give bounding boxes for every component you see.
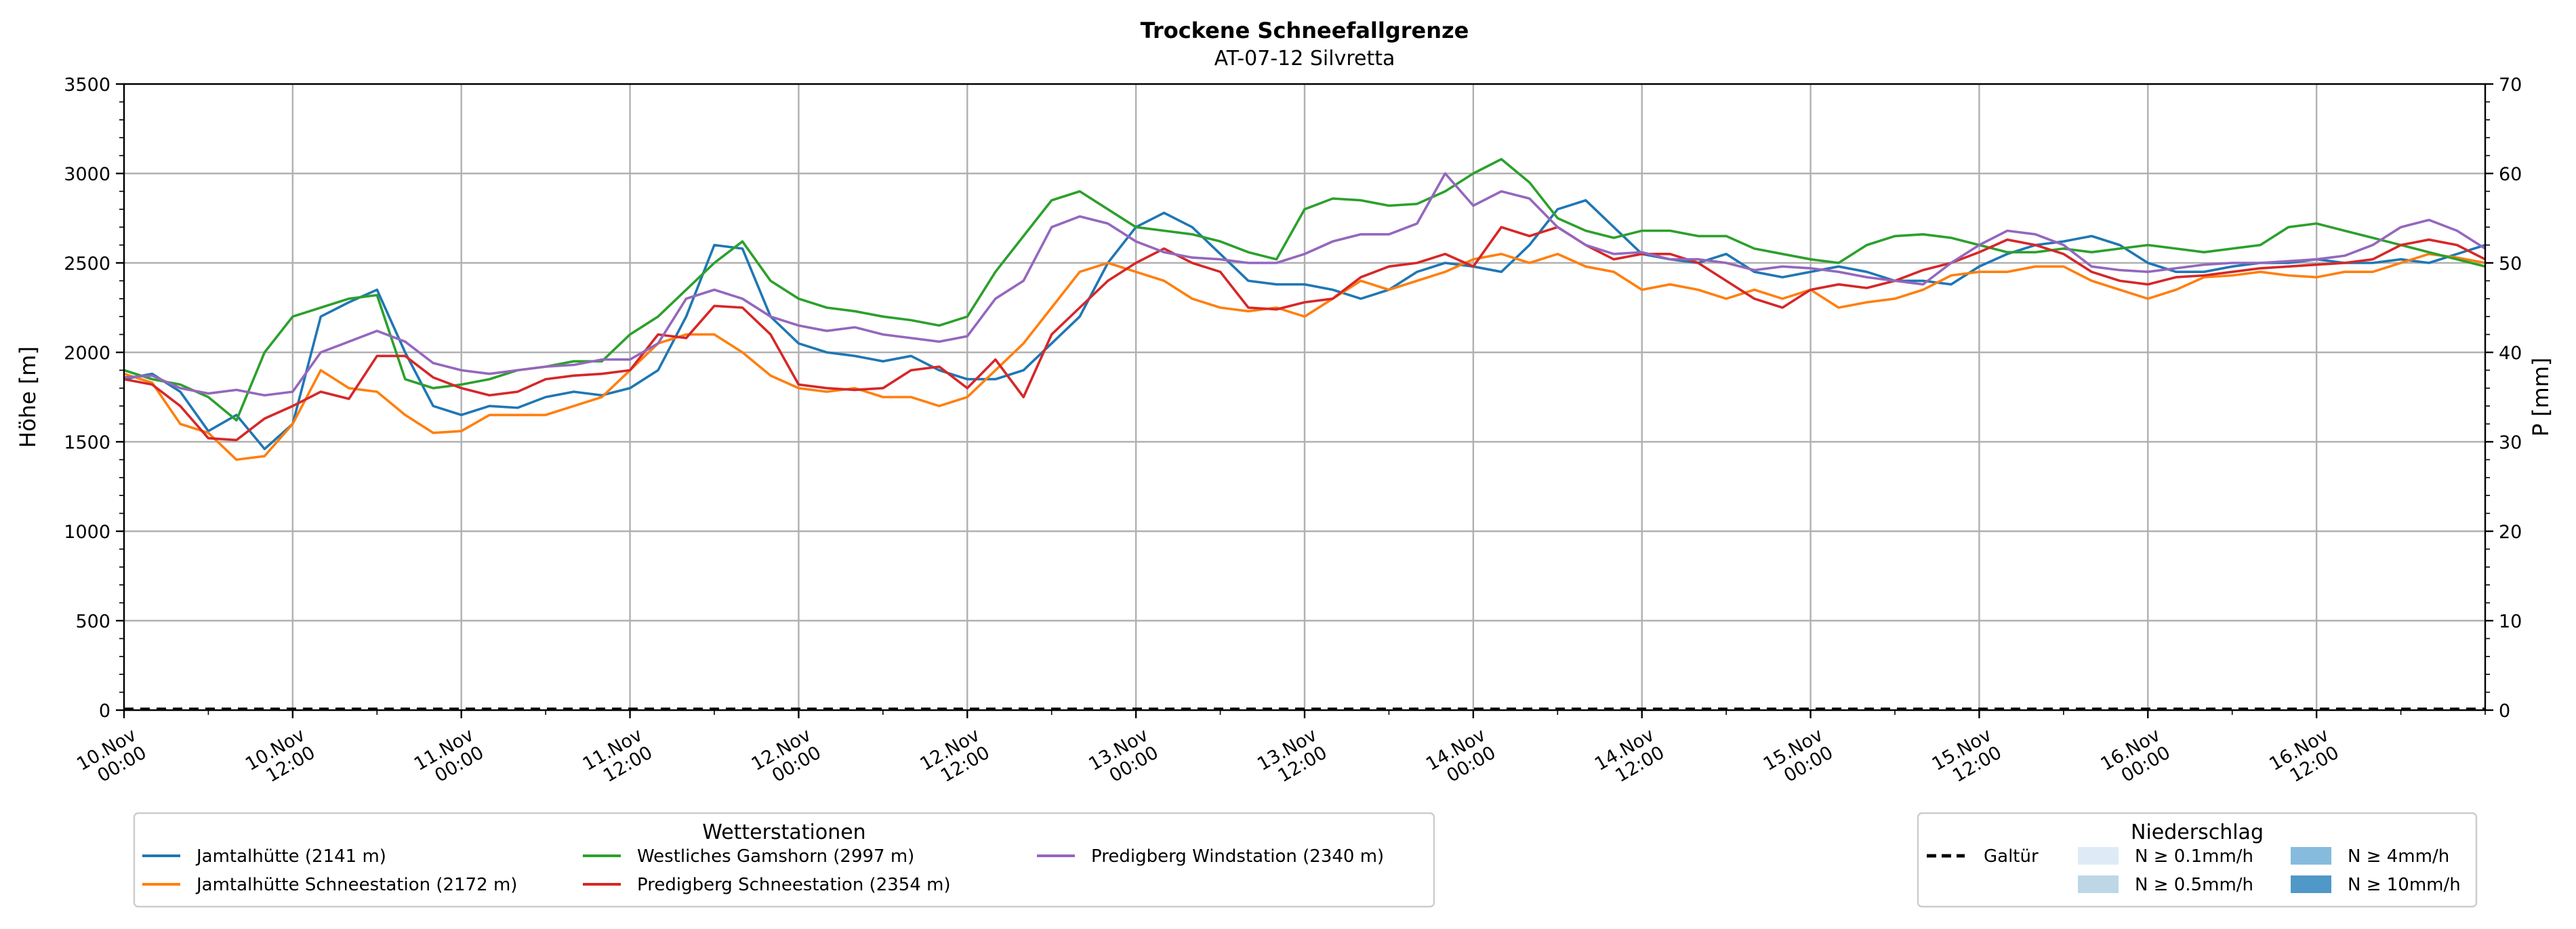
y-tick-label-left: 1000 — [64, 522, 110, 543]
y-tick-label-right: 30 — [2499, 432, 2522, 453]
legend-swatch-patch — [2078, 875, 2119, 893]
legend-label: Galtür — [1984, 846, 2039, 867]
y-tick-label-left: 2500 — [64, 253, 110, 274]
legend-label: Westliches Gamshorn (2997 m) — [637, 846, 914, 867]
x-tick-label: 12.Nov12:00 — [916, 724, 993, 793]
x-tick-label: 12.Nov00:00 — [748, 724, 825, 793]
x-tick-label: 15.Nov00:00 — [1760, 724, 1837, 793]
chart-subtitle: AT-07-12 Silvretta — [1214, 47, 1395, 70]
y-axis-left-label: Höhe [m] — [15, 346, 41, 448]
y-tick-label-right: 50 — [2499, 253, 2522, 274]
legend-label: Predigberg Schneestation (2354 m) — [637, 875, 951, 895]
series-lines — [123, 158, 2486, 710]
x-tick-label: 16.Nov12:00 — [2266, 724, 2342, 793]
y-tick-label-left: 1500 — [64, 432, 110, 453]
x-tick-label: 10.Nov12:00 — [242, 724, 319, 793]
y-tick-label-left: 2000 — [64, 343, 110, 364]
x-tick-label: 13.Nov12:00 — [1254, 724, 1330, 793]
x-tick-label: 10.Nov00:00 — [73, 724, 150, 793]
legend-label: N ≥ 10mm/h — [2348, 875, 2461, 895]
y-axis-right-label: P [mm] — [2528, 358, 2554, 437]
legend-label: Predigberg Windstation (2340 m) — [1091, 846, 1384, 867]
legend-label: Jamtalhütte Schneestation (2172 m) — [195, 875, 517, 895]
y-tick-label-right: 40 — [2499, 343, 2522, 364]
y-tick-label-right: 20 — [2499, 522, 2522, 543]
y-tick-label-left: 3500 — [64, 75, 110, 96]
y-tick-label-right: 70 — [2499, 75, 2522, 96]
series-line — [123, 226, 2486, 442]
legend-label: N ≥ 0.1mm/h — [2135, 846, 2253, 867]
y-tick-label-right: 10 — [2499, 611, 2522, 632]
x-tick-label: 14.Nov12:00 — [1591, 724, 1668, 793]
series-line — [123, 199, 2486, 451]
series-line — [123, 172, 2486, 397]
x-tick-label: 16.Nov00:00 — [2097, 724, 2173, 793]
legend-stations-title: Wetterstationen — [702, 821, 865, 844]
y-tick-label-left: 0 — [99, 701, 110, 722]
legend-label: N ≥ 0.5mm/h — [2135, 875, 2253, 895]
legend-swatch-patch — [2291, 875, 2331, 893]
legend-swatch-patch — [2291, 847, 2331, 865]
legend-stations-box — [133, 812, 1435, 908]
legend-precipitation-box — [1917, 812, 2478, 908]
series-line — [123, 252, 2486, 461]
x-tick-label: 11.Nov00:00 — [411, 724, 487, 793]
x-tick-label: 13.Nov00:00 — [1085, 724, 1162, 793]
legend-precipitation-title: Niederschlag — [2131, 821, 2264, 844]
x-tick-label: 14.Nov00:00 — [1423, 724, 1499, 793]
legend-label: Jamtalhütte (2141 m) — [195, 846, 386, 867]
chart-title: Trockene Schneefallgrenze — [1141, 18, 1469, 43]
grid — [123, 83, 2485, 711]
y-tick-label-left: 500 — [75, 611, 110, 632]
legend-stations: Wetterstationen Jamtalhütte (2141 m) Jamt… — [133, 812, 1435, 908]
y-tick-label-right: 0 — [2499, 701, 2510, 722]
legend-swatch-patch — [2078, 847, 2119, 865]
y-tick-label-left: 3000 — [64, 164, 110, 185]
x-tick-label: 11.Nov12:00 — [579, 724, 656, 793]
y-tick-label-right: 60 — [2499, 164, 2522, 185]
legend-precipitation: Niederschlag Galtür N ≥ 0.1mm/h N ≥ 0.5mm/… — [1917, 812, 2478, 908]
x-tick-label: 15.Nov12:00 — [1929, 724, 2005, 793]
legend-label: N ≥ 4mm/h — [2348, 846, 2449, 867]
